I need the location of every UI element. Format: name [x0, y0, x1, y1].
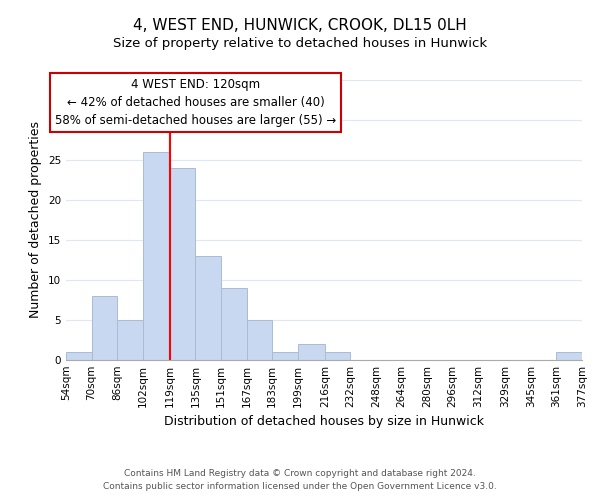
Bar: [221, 288, 247, 360]
Text: Contains HM Land Registry data © Crown copyright and database right 2024.: Contains HM Land Registry data © Crown c…: [124, 468, 476, 477]
Text: Contains public sector information licensed under the Open Government Licence v3: Contains public sector information licen…: [103, 482, 497, 491]
Bar: [66, 352, 92, 360]
Text: Size of property relative to detached houses in Hunwick: Size of property relative to detached ho…: [113, 38, 487, 51]
Bar: [196, 256, 221, 360]
Text: 4 WEST END: 120sqm
← 42% of detached houses are smaller (40)
58% of semi-detache: 4 WEST END: 120sqm ← 42% of detached hou…: [55, 78, 336, 127]
Bar: [556, 352, 582, 360]
Text: 4, WEST END, HUNWICK, CROOK, DL15 0LH: 4, WEST END, HUNWICK, CROOK, DL15 0LH: [133, 18, 467, 32]
Bar: [170, 168, 196, 360]
Y-axis label: Number of detached properties: Number of detached properties: [29, 122, 43, 318]
Bar: [92, 296, 117, 360]
Bar: [325, 352, 350, 360]
X-axis label: Distribution of detached houses by size in Hunwick: Distribution of detached houses by size …: [164, 416, 484, 428]
Bar: [272, 352, 298, 360]
Bar: [247, 320, 272, 360]
Bar: [298, 344, 325, 360]
Bar: [117, 320, 143, 360]
Bar: [143, 152, 170, 360]
